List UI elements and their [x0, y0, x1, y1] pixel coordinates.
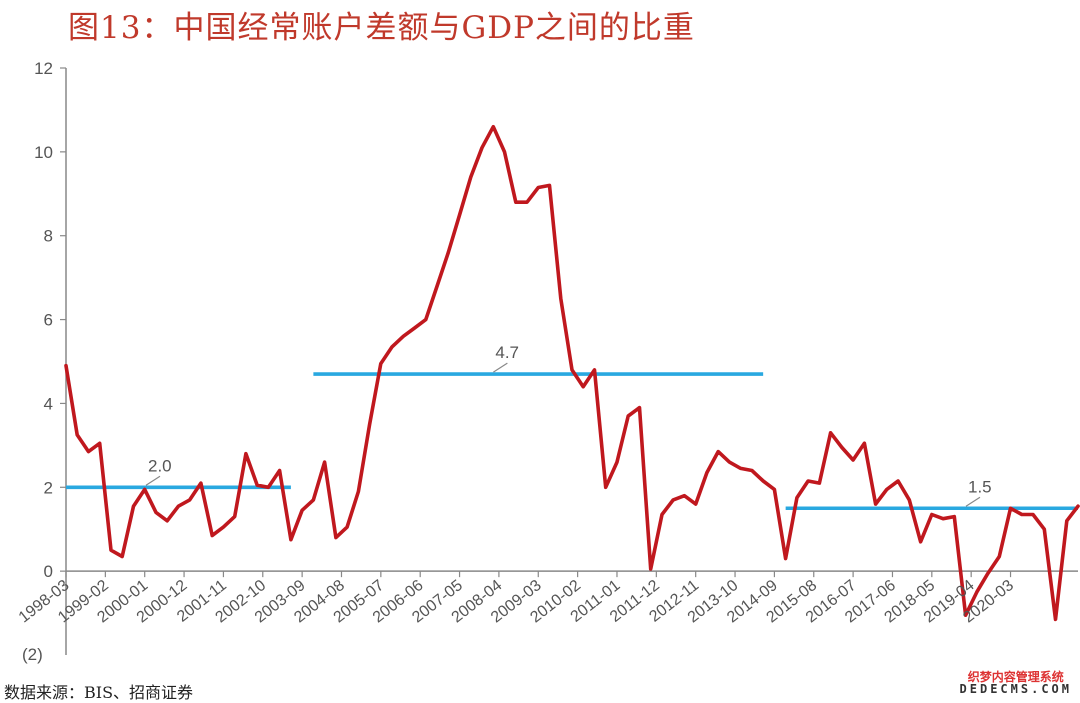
y-tick-label: 4 — [44, 394, 53, 413]
axes: 0 2 4 6 8 10 12 (2) — [22, 59, 1078, 664]
y-tick-label: 8 — [44, 227, 53, 246]
source-note: 数据来源：BIS、招商证券 — [4, 683, 194, 702]
y-tick-label: 0 — [44, 562, 53, 581]
y-tick-label: 10 — [34, 143, 53, 162]
series-group — [64, 124, 1080, 622]
chart-title: 图13：中国经常账户差额与GDP之间的比重 — [68, 10, 695, 46]
watermark-cn: 织梦内容管理系统 — [967, 669, 1064, 684]
x-tick-labels: 1998-031999-022000-012000-122001-112002-… — [16, 577, 1017, 627]
average-label: 1.5 — [968, 477, 992, 496]
average-leader — [145, 475, 161, 486]
watermark-en: DEDECMS.COM — [959, 682, 1072, 697]
y-tick-label: 2 — [44, 478, 53, 497]
average-leader — [493, 362, 508, 373]
series-line — [64, 124, 1080, 622]
y-tick-label: 6 — [44, 311, 53, 330]
y-tick-label-bottom: (2) — [22, 645, 43, 664]
average-label: 4.7 — [495, 343, 519, 362]
y-tick-label: 12 — [34, 59, 53, 78]
average-label: 2.0 — [148, 456, 172, 475]
average-leader — [965, 496, 981, 507]
watermark: 织梦内容管理系统 DEDECMS.COM — [960, 671, 1072, 696]
